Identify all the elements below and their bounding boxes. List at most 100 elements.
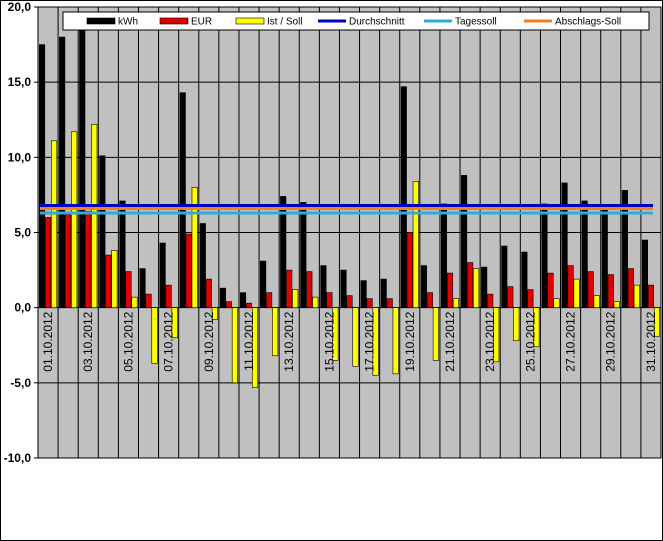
bar-kwh	[119, 200, 126, 308]
bar-ist-soll	[251, 307, 259, 388]
bar-eur	[627, 268, 634, 308]
bar-eur	[145, 293, 152, 308]
bar-ist-soll	[231, 307, 238, 384]
bar-kwh	[179, 92, 186, 308]
bar-eur	[547, 272, 554, 308]
bar-eur	[225, 301, 232, 308]
x-tick-label: 13.10.2012	[282, 311, 296, 371]
bar-ist-soll	[352, 307, 359, 367]
bar-eur	[125, 271, 132, 308]
x-tick-label: 03.10.2012	[81, 311, 95, 371]
bar-kwh	[561, 182, 568, 308]
bar-kwh	[380, 278, 387, 308]
x-tick-label: 17.10.2012	[363, 311, 377, 371]
x-tick-label: 07.10.2012	[162, 311, 176, 371]
bar-ist-soll	[272, 307, 279, 357]
bar-ist-soll	[71, 131, 78, 308]
bar-eur	[165, 284, 172, 308]
bar-eur	[426, 292, 433, 308]
bar-ist-soll	[473, 268, 480, 308]
bar-ist-soll	[412, 181, 419, 308]
x-tick-label: 11.10.2012	[242, 311, 256, 370]
legend-label: Abschlags-Soll	[555, 17, 621, 28]
bar-ist-soll	[332, 307, 339, 361]
x-tick-label: 29.10.2012	[604, 311, 618, 371]
y-tick-label: 10,0	[8, 150, 32, 164]
bar-ist-soll	[131, 296, 138, 308]
bar-eur	[607, 274, 614, 308]
bar-eur	[306, 271, 313, 308]
bar-ist-soll	[171, 307, 178, 339]
x-tick-label: 01.10.2012	[41, 311, 55, 371]
bar-eur	[467, 262, 474, 308]
bar-eur	[326, 292, 333, 308]
bar-eur	[105, 254, 112, 308]
bar-kwh	[340, 269, 347, 308]
bar-ist-soll	[553, 298, 560, 308]
bar-ist-soll	[50, 140, 58, 308]
bar-kwh	[79, 29, 86, 308]
bar-kwh	[219, 287, 226, 308]
bar-kwh	[581, 200, 588, 308]
bar-ist-soll	[613, 301, 620, 308]
bar-kwh	[481, 266, 488, 308]
bar-eur	[386, 298, 393, 308]
bar-eur	[446, 272, 454, 308]
y-tick-label: -10,0	[4, 451, 32, 465]
bar-eur	[567, 265, 574, 308]
bar-ist-soll	[151, 307, 158, 364]
bar-kwh	[621, 190, 628, 308]
bar-ist-soll	[573, 278, 580, 308]
bar-ist-soll	[513, 307, 520, 342]
bar-eur	[587, 271, 594, 308]
bar-ist-soll	[91, 123, 98, 308]
bar-ist-soll	[533, 307, 540, 348]
x-tick-label: 19.10.2012	[403, 311, 417, 371]
bar-eur	[85, 211, 92, 308]
bar-kwh	[99, 155, 106, 308]
bar-ist-soll	[633, 284, 640, 308]
legend-label: Durchschnitt	[349, 17, 405, 28]
legend	[62, 11, 650, 31]
y-tick-label: 0,0	[14, 301, 31, 315]
bar-eur	[44, 217, 52, 308]
y-tick-label: -5,0	[10, 376, 31, 390]
bar-eur	[266, 292, 273, 308]
x-tick-label: 27.10.2012	[564, 311, 578, 371]
x-tick-label: 23.10.2012	[483, 311, 497, 371]
y-tick-label: 5,0	[14, 226, 31, 240]
bar-ist-soll	[111, 250, 118, 308]
legend-label: EUR	[191, 17, 212, 28]
bar-eur	[406, 232, 413, 308]
bar-ist-soll	[653, 307, 661, 337]
bar-eur	[65, 214, 72, 308]
legend-label: kWh	[118, 17, 138, 28]
bar-kwh	[280, 196, 287, 308]
bar-kwh	[59, 36, 66, 308]
legend-swatch	[86, 17, 116, 25]
y-tick-label: 15,0	[8, 75, 32, 89]
bar-eur	[346, 295, 353, 308]
x-tick-label: 31.10.2012	[644, 311, 658, 371]
bar-ist-soll	[452, 298, 460, 308]
bar-kwh	[440, 203, 448, 308]
bar-kwh	[260, 260, 267, 308]
bar-ist-soll	[593, 295, 600, 308]
bar-eur	[286, 269, 293, 308]
bar-kwh	[139, 268, 146, 308]
bar-eur	[507, 286, 514, 308]
bar-kwh	[239, 292, 247, 308]
legend-swatch	[159, 17, 189, 25]
bar-eur	[527, 289, 534, 308]
bar-kwh	[541, 203, 548, 308]
bar-ist-soll	[493, 307, 500, 363]
bar-kwh	[601, 206, 608, 308]
legend-swatch	[235, 17, 265, 25]
bar-kwh	[199, 223, 206, 308]
bar-kwh	[159, 242, 166, 308]
bar-kwh	[300, 202, 307, 308]
bar-ist-soll	[432, 307, 439, 361]
bar-kwh	[320, 265, 327, 308]
bar-ist-soll	[372, 307, 379, 376]
